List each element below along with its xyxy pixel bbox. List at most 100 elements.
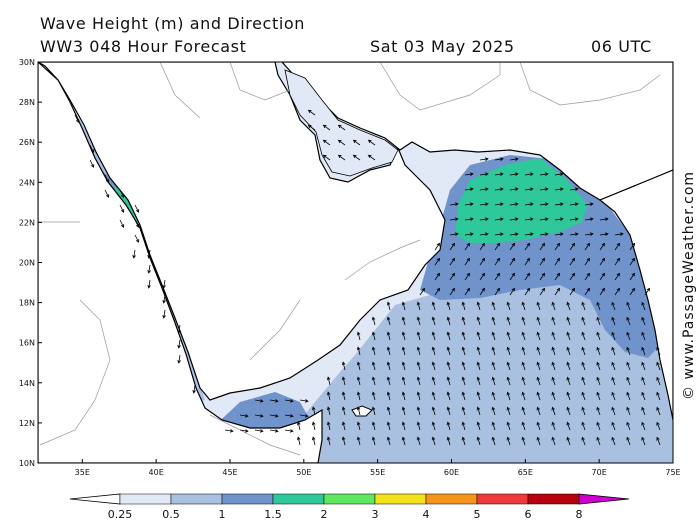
arrow-head (491, 361, 496, 366)
arrow-head (641, 316, 645, 321)
arrow-head (416, 376, 421, 381)
arrow-head (356, 391, 361, 396)
arrow-head (341, 406, 346, 411)
arrow-head (454, 217, 459, 221)
arrow-head (162, 299, 166, 304)
arrow-head (521, 421, 525, 426)
arrow (537, 407, 541, 416)
arrow (387, 332, 391, 341)
arrow-head (596, 331, 600, 336)
arrow (462, 302, 466, 311)
arrow (537, 347, 541, 356)
arrow (449, 218, 458, 221)
arrow-head (604, 217, 609, 221)
arrow (357, 377, 361, 386)
arrow (357, 347, 361, 356)
arrow (552, 422, 556, 431)
map-title: Wave Height (m) and Direction (40, 14, 306, 33)
arrow-head (626, 391, 630, 396)
arrow (524, 273, 530, 281)
arrow-head (356, 331, 361, 336)
arrow-head (352, 139, 357, 144)
arrow (539, 273, 545, 281)
arrow-head (536, 421, 540, 426)
arrow (353, 154, 361, 161)
arrow (614, 243, 620, 251)
arrow (552, 377, 556, 386)
arrow (599, 258, 605, 266)
arrow-head (601, 287, 605, 292)
arrow (297, 422, 301, 431)
arrow-head (656, 391, 660, 396)
arrow-head (626, 361, 630, 366)
arrow (599, 273, 605, 281)
arrow (74, 114, 79, 123)
arrow-head (352, 154, 357, 159)
arrow (509, 173, 518, 176)
arrow-head (416, 421, 421, 426)
arrow (357, 422, 361, 431)
arrow (432, 437, 436, 446)
arrow-head (431, 316, 436, 321)
lat-label: 22N (19, 218, 35, 227)
arrow-head (551, 376, 555, 381)
arrow-head (476, 406, 481, 411)
arrow-head (571, 272, 575, 277)
arrow (569, 203, 578, 206)
arrow-head (446, 361, 451, 366)
arrow (477, 362, 481, 371)
arrow (509, 288, 515, 296)
arrow (581, 347, 586, 356)
arrow (372, 437, 376, 446)
arrow (494, 218, 503, 221)
arrow (524, 258, 530, 266)
legend-swatch (374, 493, 427, 505)
arrow-head (571, 287, 575, 292)
arrow (148, 249, 151, 258)
arrow (479, 158, 488, 161)
arrow (656, 407, 661, 416)
arrow-head (326, 436, 331, 441)
arrow (312, 407, 316, 416)
arrow (449, 203, 458, 206)
arrow (584, 233, 593, 236)
arrow-head (337, 154, 342, 159)
arrow (193, 384, 196, 393)
arrow (357, 407, 361, 416)
arrow-head (461, 331, 466, 336)
arrow-head (371, 406, 376, 411)
arrow-head (322, 124, 327, 129)
arrow (432, 317, 436, 326)
arrow (323, 154, 331, 161)
arrow (522, 332, 526, 341)
arrow-head (586, 272, 590, 277)
arrow (417, 317, 421, 326)
arrow-head (514, 217, 519, 221)
arrow (507, 437, 511, 446)
arrow (342, 437, 346, 446)
lon-label: 60E (444, 468, 459, 477)
arrow (372, 317, 376, 326)
arrow-head (461, 436, 466, 441)
arrow-head (586, 242, 590, 247)
arrow-head (611, 376, 615, 381)
legend-low-arrow (69, 493, 121, 505)
arrow-head (177, 344, 181, 349)
arrow (447, 302, 451, 311)
arrow-head (421, 287, 425, 292)
arrow (641, 317, 646, 326)
socotra (351, 405, 373, 417)
arrow (656, 422, 661, 431)
arrow-head (356, 421, 361, 426)
arrow (566, 302, 571, 311)
arrow (387, 392, 391, 401)
arrow (494, 258, 500, 266)
arrow (629, 288, 635, 296)
arrow-head (526, 272, 530, 277)
legend-swatch (119, 493, 172, 505)
arrow-head (656, 376, 660, 381)
arrow (387, 317, 391, 326)
arrow (417, 347, 421, 356)
legend-swatch (476, 493, 529, 505)
lat-label: 26N (19, 138, 35, 147)
